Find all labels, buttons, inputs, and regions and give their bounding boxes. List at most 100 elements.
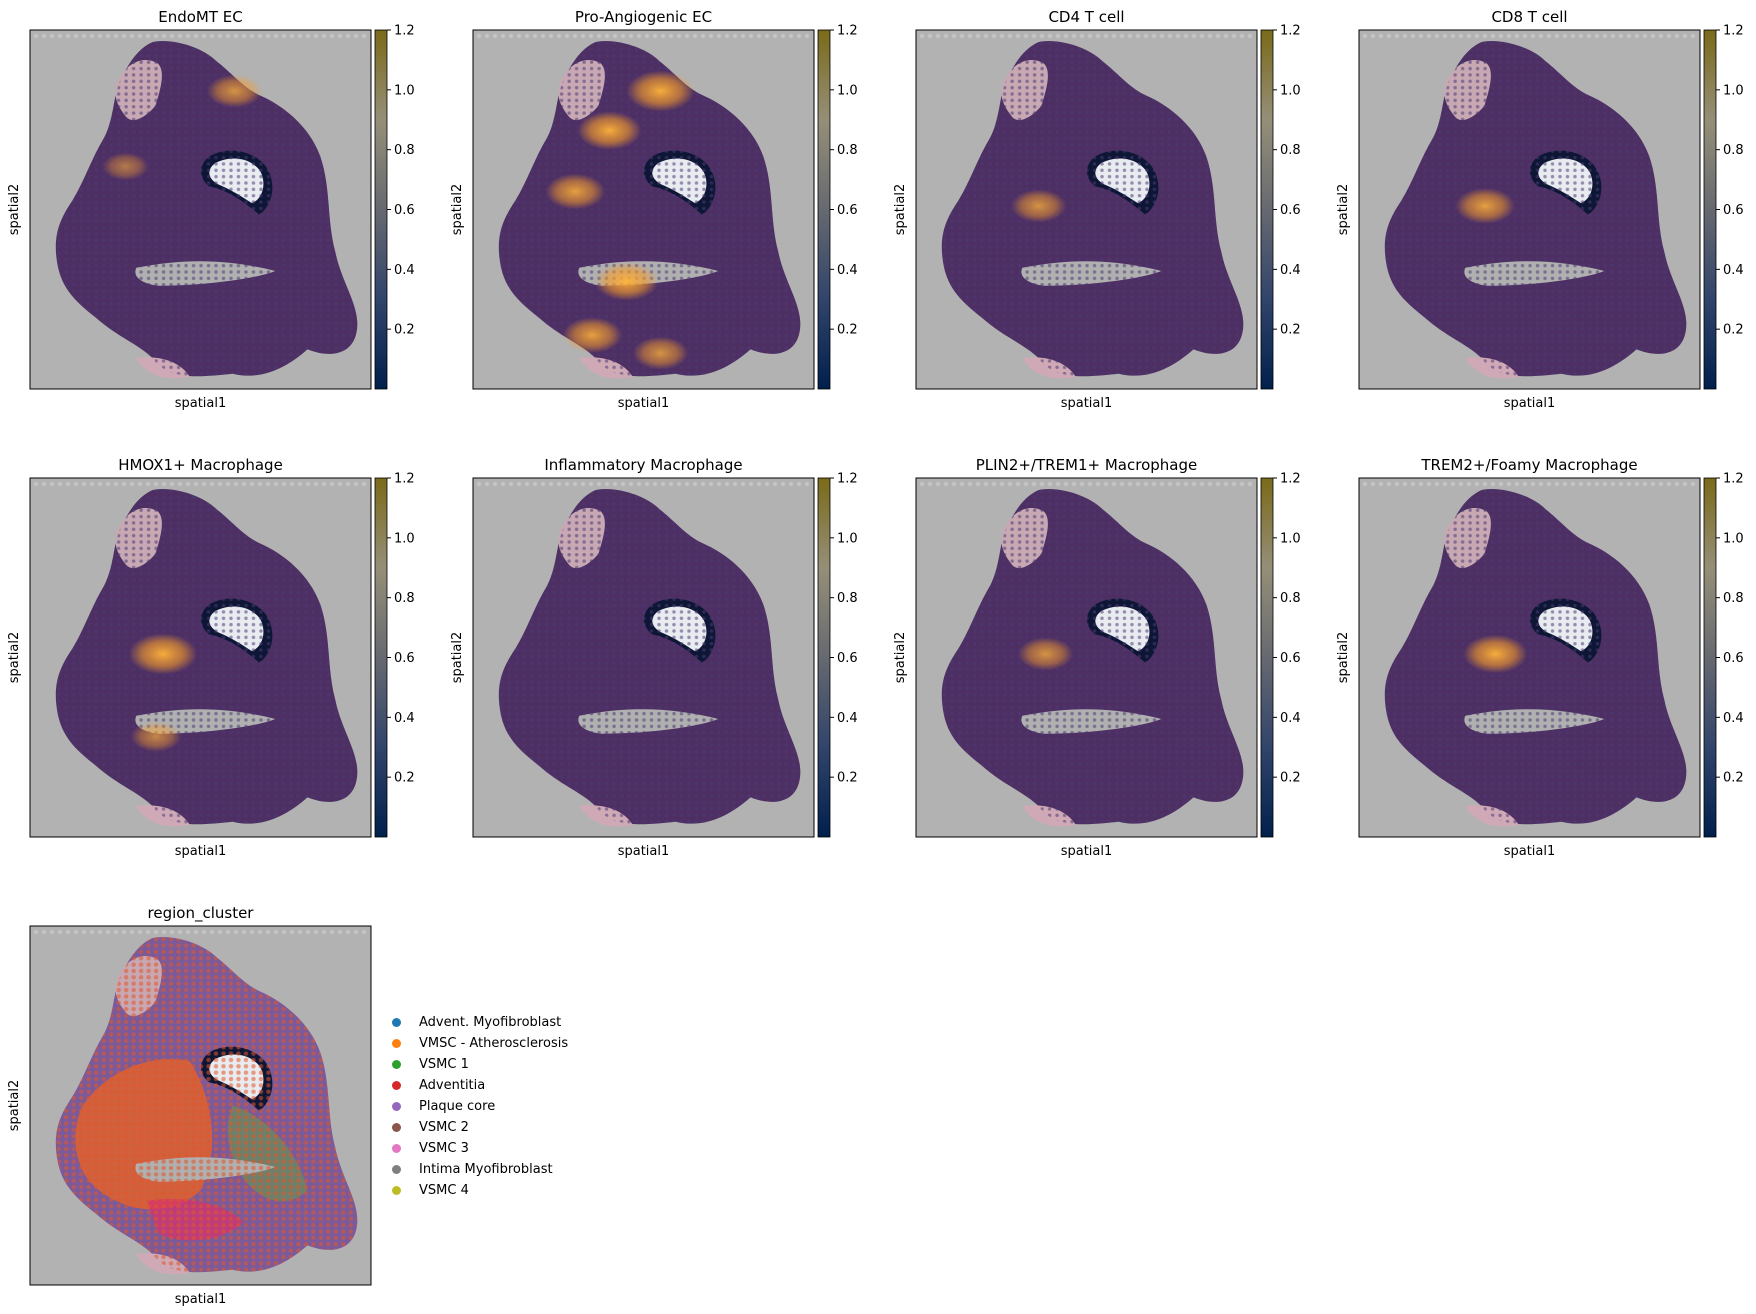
hotspot: [562, 317, 623, 354]
legend-item: Intima Myofibroblast: [392, 1159, 568, 1180]
colorbar-tick-label: 0.4: [1723, 263, 1744, 278]
colorbar-tick-label: 0.8: [1280, 591, 1301, 606]
legend-marker: [392, 1039, 401, 1048]
slide-fiducial-strip: [1362, 481, 1696, 487]
hotspot: [207, 74, 263, 108]
panel-title: Inflammatory Macrophage: [544, 456, 742, 474]
legend-label: Adventitia: [419, 1078, 486, 1093]
colorbar: 0.2 0.4 0.6 0.8 1.0 1.2: [1260, 24, 1301, 390]
tissue-section: [941, 488, 1244, 827]
legend-marker: [392, 1081, 401, 1090]
colorbar-tick-label: 1.0: [1280, 83, 1301, 98]
colorbar-tick-label: 0.8: [394, 143, 415, 158]
colorbar-tick-label: 1.2: [1723, 472, 1744, 487]
colorbar-tick-label: 0.6: [394, 651, 415, 666]
legend-label: Intima Myofibroblast: [419, 1162, 553, 1177]
x-axis-label: spatial1: [618, 396, 670, 411]
hotspot: [128, 633, 198, 675]
legend-label: VSMC 3: [419, 1141, 469, 1156]
colorbar-tick-label: 1.2: [394, 472, 415, 487]
legend-marker: [392, 1060, 401, 1069]
legend-label: VSMC 4: [419, 1183, 469, 1198]
plot-frame: [29, 29, 372, 390]
colorbar-tick-label: 1.2: [394, 24, 415, 39]
colorbar-tick-label: 1.2: [1280, 472, 1301, 487]
legend-marker: [392, 1144, 401, 1153]
legend-marker: [392, 1123, 401, 1132]
colorbar: 0.2 0.4 0.6 0.8 1.0 1.2: [817, 24, 858, 390]
colorbar-tick-label: 0.6: [394, 203, 415, 218]
panel-title: CD4 T cell: [1048, 8, 1124, 26]
colorbar-tick-label: 0.6: [1280, 203, 1301, 218]
slide-fiducial-strip: [476, 481, 810, 487]
slide-fiducial-strip: [1362, 33, 1696, 39]
hotspot: [102, 152, 149, 181]
hotspot: [1463, 634, 1528, 674]
colorbar: 0.2 0.4 0.6 0.8 1.0 1.2: [817, 472, 858, 838]
hotspot: [594, 262, 659, 301]
colorbar-tick-label: 1.0: [1723, 531, 1744, 546]
slide-fiducial-strip: [919, 481, 1253, 487]
panel-title: Pro-Angiogenic EC: [575, 8, 712, 26]
colorbar-tick-label: 0.2: [1723, 323, 1744, 338]
x-axis-label: spatial1: [1061, 396, 1113, 411]
colorbar: 0.2 0.4 0.6 0.8 1.0 1.2: [1703, 24, 1744, 390]
legend-item: VMSC - Atherosclerosis: [392, 1033, 568, 1054]
colorbar-tick-label: 0.8: [837, 591, 858, 606]
legend-label: Plaque core: [419, 1099, 496, 1114]
colorbar-tick-label: 0.4: [1280, 263, 1301, 278]
legend-marker: [392, 1018, 401, 1027]
y-axis-label: spatial2: [7, 1080, 22, 1132]
legend-item: VSMC 3: [392, 1138, 568, 1159]
legend-item: Adventitia: [392, 1075, 568, 1096]
slide-fiducial-strip: [476, 33, 810, 39]
tissue-section: [55, 40, 358, 379]
x-axis-label: spatial1: [1504, 844, 1556, 859]
panel-title: TREM2+/Foamy Macrophage: [1420, 456, 1637, 474]
panel-5: Inflammatory Macrophage spatial1 spatial2 0…: [450, 456, 858, 859]
legend-label: VMSC - Atherosclerosis: [419, 1036, 569, 1051]
colorbar-tick-label: 0.8: [1280, 143, 1301, 158]
panel-title: HMOX1+ Macrophage: [118, 456, 283, 474]
hotspot: [1017, 637, 1074, 671]
plot-frame: [1358, 29, 1701, 390]
x-axis-label: spatial1: [1504, 396, 1556, 411]
tissue-section: [941, 40, 1244, 379]
cluster-legend: Advent. Myofibroblast VMSC - Atherosclero…: [392, 1012, 568, 1201]
plot-frame: [472, 29, 815, 390]
legend-item: Plaque core: [392, 1096, 568, 1117]
colorbar: 0.2 0.4 0.6 0.8 1.0 1.2: [374, 472, 415, 838]
colorbar-tick-label: 0.2: [837, 323, 858, 338]
tissue-section: [498, 488, 801, 827]
colorbar-tick-label: 0.6: [837, 651, 858, 666]
legend-label: Advent. Myofibroblast: [419, 1015, 562, 1030]
x-axis-label: spatial1: [175, 1292, 227, 1307]
x-axis-label: spatial1: [175, 396, 227, 411]
x-axis-label: spatial1: [618, 844, 670, 859]
colorbar-tick-label: 0.6: [1723, 651, 1744, 666]
colorbar-tick-label: 0.4: [394, 711, 415, 726]
y-axis-label: spatial2: [450, 632, 465, 684]
hotspot: [1011, 189, 1067, 223]
colorbar-tick-label: 0.4: [837, 711, 858, 726]
legend-item: Advent. Myofibroblast: [392, 1012, 568, 1033]
colorbar-tick-label: 0.4: [1723, 711, 1744, 726]
colorbar-tick-label: 0.2: [837, 771, 858, 786]
tissue-section: [55, 488, 358, 827]
x-axis-label: spatial1: [1061, 844, 1113, 859]
panel-3: CD8 T cell spatial1 spatial2 0.2 0.4 0.6 0.8 1.…: [1336, 8, 1744, 411]
y-axis-label: spatial2: [450, 184, 465, 236]
colorbar-tick-label: 0.2: [1280, 771, 1301, 786]
colorbar-tick-label: 0.2: [1280, 323, 1301, 338]
colorbar: 0.2 0.4 0.6 0.8 1.0 1.2: [1703, 472, 1744, 838]
y-axis-label: spatial2: [893, 184, 908, 236]
plot-frame: [472, 477, 815, 838]
plot-frame: [29, 477, 372, 838]
colorbar-tick-label: 1.0: [837, 83, 858, 98]
y-axis-label: spatial2: [893, 632, 908, 684]
hotspot: [1455, 188, 1515, 224]
y-axis-label: spatial2: [7, 184, 22, 236]
colorbar: 0.2 0.4 0.6 0.8 1.0 1.2: [1260, 472, 1301, 838]
panel-title: CD8 T cell: [1491, 8, 1567, 26]
